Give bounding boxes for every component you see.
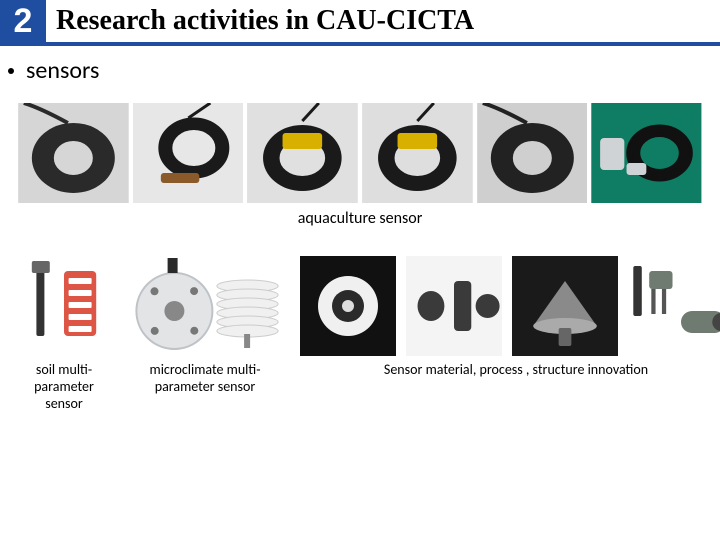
sensor-thumb: [591, 103, 702, 203]
caption-microclimate: microclimate multi-parameter sensor: [120, 362, 290, 412]
sensor-thumb: [512, 256, 618, 356]
bullet-text: sensors: [26, 56, 99, 85]
row1-caption: aquaculture sensor: [0, 203, 720, 228]
sensor-thumb: [628, 256, 720, 356]
sensor-thumb: [247, 103, 358, 203]
sensor-thumb: [133, 103, 244, 203]
bullet-dot-icon: [8, 68, 14, 74]
slide-title: Research activities in CAU-CICTA: [46, 5, 474, 37]
caption-innovation: Sensor material, process , structure inn…: [300, 362, 702, 412]
caption-soil: soil multi-parameter sensor: [18, 362, 110, 412]
sensor-thumb: [406, 256, 502, 356]
sensor-image-row-2: [0, 228, 720, 356]
bullet-item: sensors: [0, 46, 720, 85]
sensor-image-row-1: [0, 85, 720, 203]
row2-captions: soil multi-parameter sensor microclimate…: [0, 356, 720, 412]
slide-header: 2 Research activities in CAU-CICTA: [0, 0, 720, 46]
sensor-thumb: [477, 103, 588, 203]
sensor-thumb: [18, 103, 129, 203]
sensor-thumb: [362, 103, 473, 203]
section-number: 2: [0, 0, 46, 44]
sensor-thumb: [18, 256, 110, 356]
sensor-thumb: [300, 256, 396, 356]
sensor-thumb: [120, 256, 290, 356]
